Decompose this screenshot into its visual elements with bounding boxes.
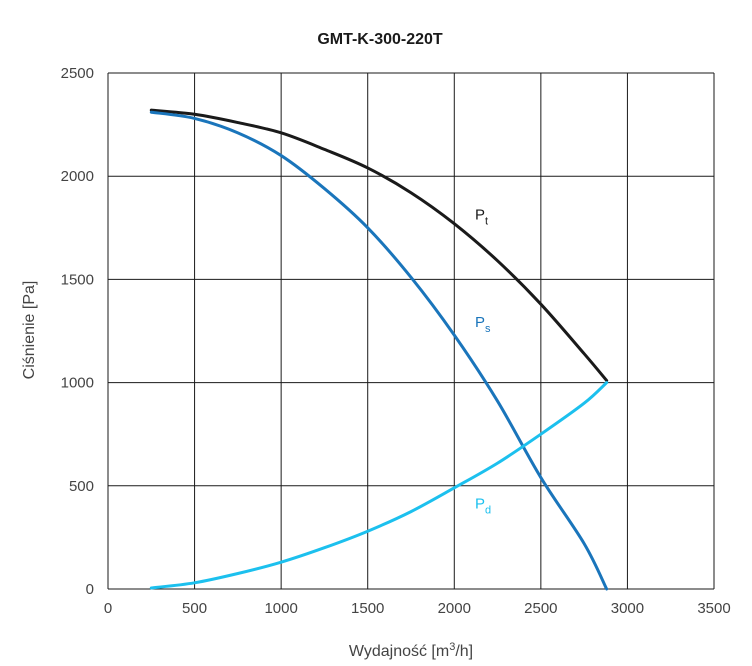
grid (107, 72, 715, 590)
series-line-pd (149, 381, 609, 590)
y-tick-label: 2000 (61, 168, 94, 185)
x-tick-label: 2500 (524, 600, 557, 617)
series-line-ps (149, 110, 609, 591)
y-tick-label: 0 (86, 581, 94, 598)
tick-labels: 0 500 1000 1500 2000 2500 3000 3500 0 500 1000 1500… (61, 65, 731, 617)
y-axis-label: Ciśnienie [Pa] (21, 281, 38, 380)
x-axis-label: Wydajność [m3/h] (349, 641, 473, 660)
chart-title: GMT-K-300-220T (317, 31, 443, 48)
series-labels: Pt Ps Pd (475, 207, 491, 517)
y-tick-label: 2500 (61, 65, 94, 82)
y-tick-label: 500 (69, 478, 94, 495)
x-tick-label: 0 (104, 600, 112, 617)
y-tick-label: 1000 (61, 375, 94, 392)
x-tick-label: 500 (182, 600, 207, 617)
series-label-pt: Pt (475, 207, 488, 228)
y-tick-label: 1500 (61, 271, 94, 288)
x-tick-label: 1000 (264, 600, 297, 617)
x-tick-label: 3000 (611, 600, 644, 617)
x-tick-label: 2000 (438, 600, 471, 617)
x-tick-label: 1500 (351, 600, 384, 617)
series-label-pd: Pd (475, 496, 491, 517)
series-line-pt (149, 108, 609, 383)
series-lines (149, 108, 609, 591)
x-tick-label: 3500 (697, 600, 730, 617)
series-label-ps: Ps (475, 314, 491, 335)
